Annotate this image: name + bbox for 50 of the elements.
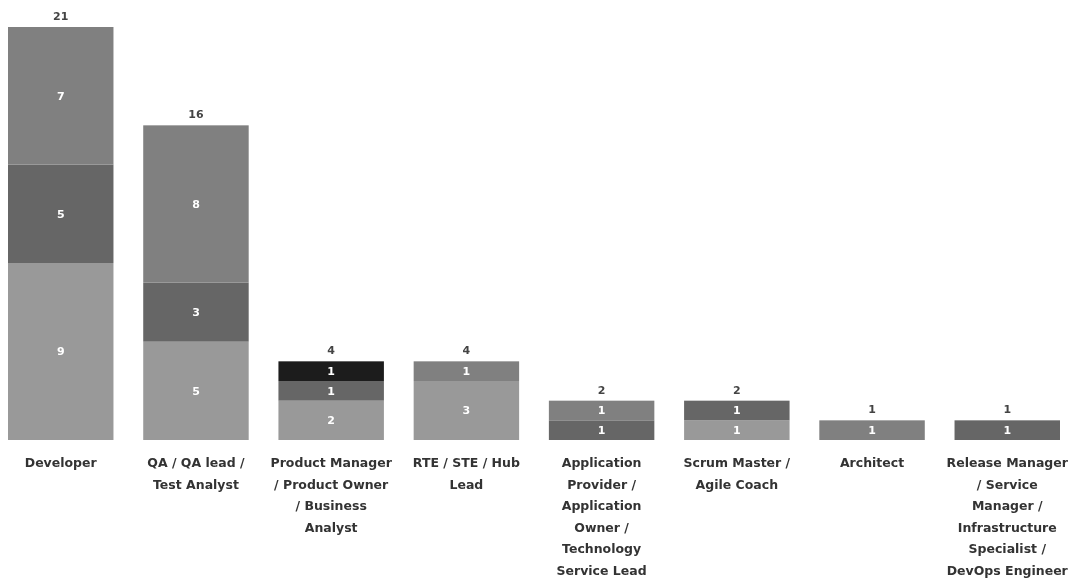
total-label: 4	[327, 344, 336, 358]
total-label: 21	[53, 10, 69, 23]
total-label: 16	[188, 108, 204, 122]
bar	[143, 125, 249, 283]
bar	[143, 341, 249, 440]
bar	[413, 361, 520, 381]
bar	[8, 27, 114, 165]
bar	[819, 420, 925, 440]
total-label: 1	[1003, 403, 1012, 417]
x-tick-label: Product Manager / Product Owner / Business Analyst	[270, 455, 393, 535]
bar	[684, 400, 790, 421]
bar	[278, 381, 384, 401]
bar	[143, 282, 249, 342]
data-label: 2	[327, 414, 335, 428]
total-label: 2	[597, 383, 606, 397]
data-label: 7	[56, 89, 65, 103]
x-tick-label: Release Manager / Service Manager / Infrastructure Specialist / DevOps Engineer	[946, 455, 1069, 578]
bar	[8, 263, 114, 440]
data-label: 1	[733, 404, 741, 418]
bar	[278, 361, 384, 381]
x-tick-label: Application Provider / Application Owner / Technology Service Lead	[556, 455, 647, 578]
data-label: 1	[597, 404, 606, 418]
bar	[8, 164, 114, 263]
bar	[954, 420, 1060, 440]
data-label: 1	[327, 365, 335, 379]
data-label: 1	[462, 365, 471, 379]
x-tick-label: RTE / STE / Hub Lead	[412, 455, 520, 492]
total-label: 1	[868, 403, 876, 417]
total-label: 4	[462, 344, 471, 358]
bar	[684, 420, 790, 440]
data-label: 1	[597, 424, 606, 438]
data-label: 1	[1003, 424, 1012, 438]
data-label: 1	[733, 424, 741, 438]
data-label: 5	[192, 384, 200, 398]
bar	[548, 400, 655, 421]
data-label: 1	[868, 424, 876, 438]
x-tick-label: Architect	[839, 455, 905, 470]
data-label: 8	[192, 197, 200, 211]
x-tick-label: QA / QA lead / Test Analyst	[147, 455, 246, 492]
data-label: 3	[462, 404, 471, 418]
bar	[548, 420, 655, 440]
data-label: 3	[192, 306, 200, 320]
data-label: 1	[327, 384, 335, 398]
bar	[278, 400, 384, 440]
total-label: 2	[733, 383, 741, 397]
x-tick-label: Developer	[24, 455, 98, 470]
data-label: 5	[56, 207, 65, 221]
data-label: 9	[56, 345, 65, 359]
bar	[413, 381, 520, 440]
x-tick-label: Scrum Master / Agile Coach	[683, 455, 791, 492]
